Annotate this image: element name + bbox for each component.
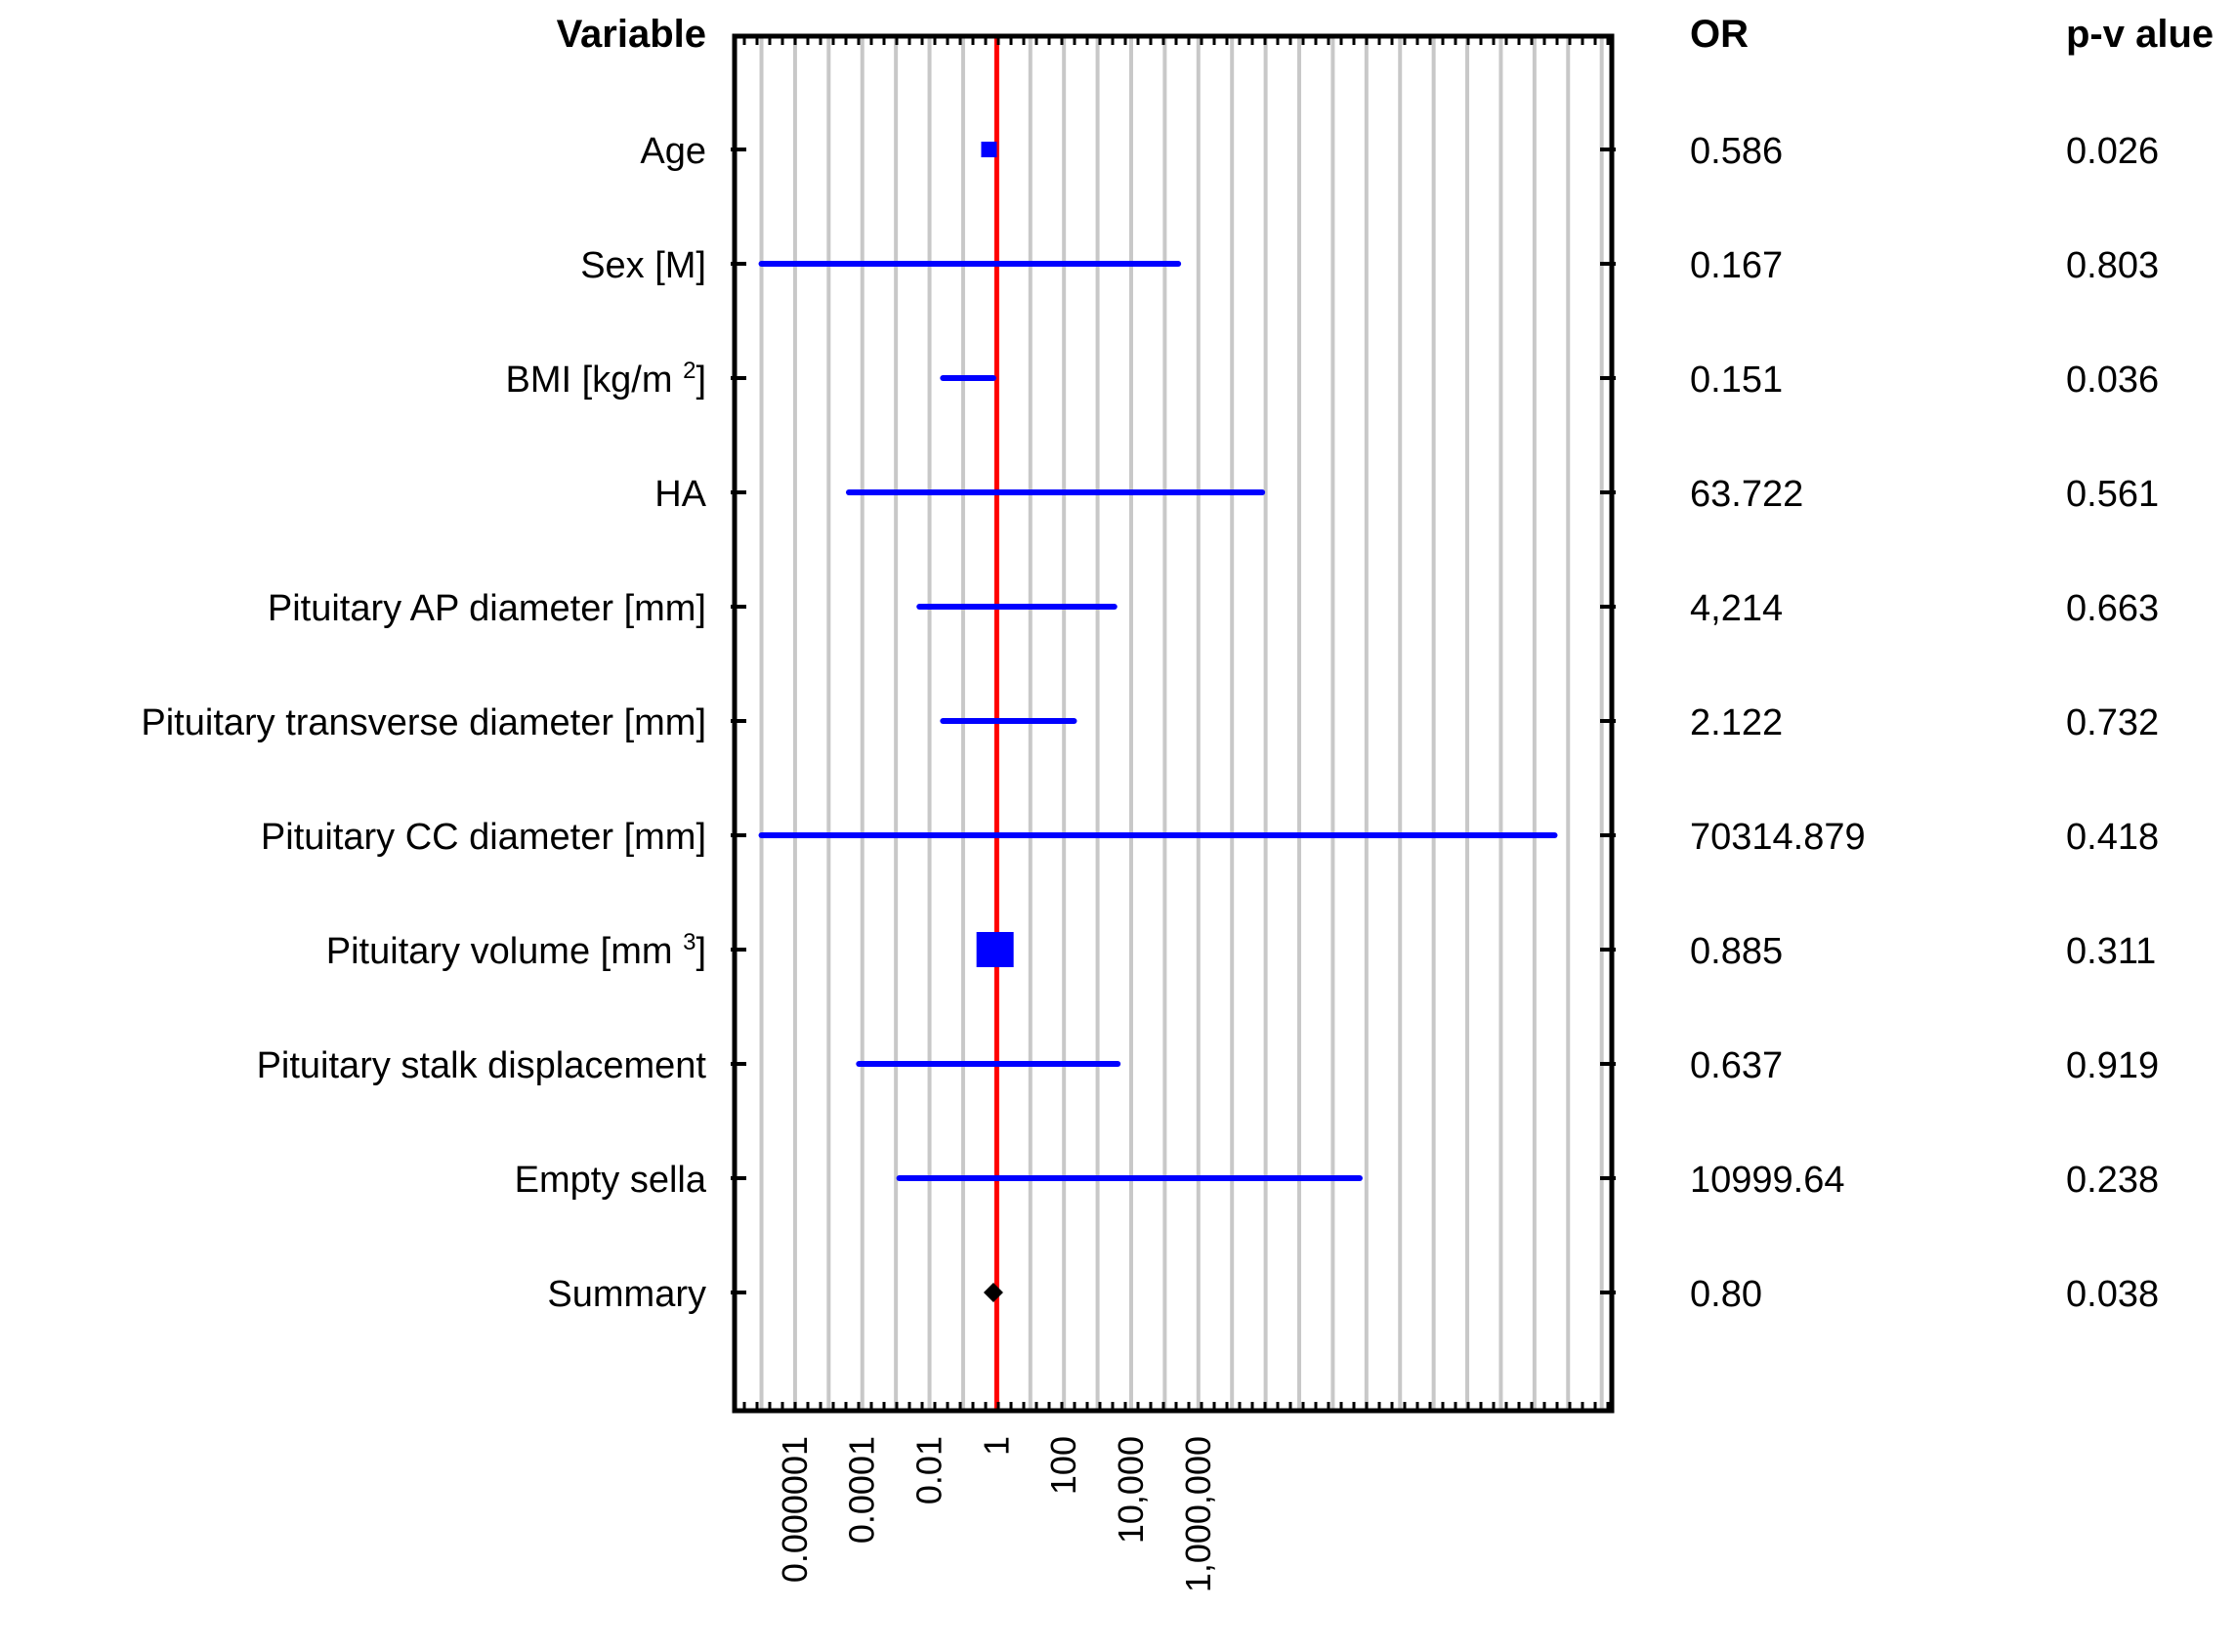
row-label-text: Pituitary transverse diameter [mm] <box>141 702 706 743</box>
p-value: 0.038 <box>2066 1274 2159 1315</box>
or-value: 4,214 <box>1690 588 1783 629</box>
p-value: 0.418 <box>2066 817 2159 858</box>
row-label-text: Summary <box>547 1274 706 1315</box>
point-estimate-square <box>981 142 997 157</box>
or-value: 63.722 <box>1690 474 1803 515</box>
x-tick-label: 0.0001 <box>842 1436 882 1544</box>
p-value: 0.036 <box>2066 360 2159 401</box>
or-value: 70314.879 <box>1690 817 1866 858</box>
row-labels: Age Sex [M] BMI [kg/m 2] HA Pituitary AP dia… <box>141 131 706 1315</box>
x-tick-label: 1 <box>976 1436 1016 1456</box>
row-label: Pituitary transverse diameter [mm] <box>141 702 706 743</box>
row-label: Empty sella <box>515 1160 707 1201</box>
or-value: 2.122 <box>1690 702 1783 743</box>
row-label: HA <box>654 474 706 515</box>
or-value: 0.151 <box>1690 360 1783 401</box>
p-value: 0.561 <box>2066 474 2159 515</box>
x-tick-label: 0.000001 <box>775 1436 815 1583</box>
p-value: 0.803 <box>2066 245 2159 286</box>
row-label: Pituitary CC diameter [mm] <box>261 817 706 858</box>
summary-diamond <box>983 1283 1003 1302</box>
header-or: OR <box>1690 13 1749 56</box>
row-label-text: Pituitary volume [mm <box>326 931 683 972</box>
row-label: BMI [kg/m 2] <box>506 358 707 401</box>
row-label: Sex [M] <box>580 245 706 286</box>
or-values: 0.586 0.167 0.151 63.722 4,214 2.122 70314.879… <box>1690 131 1866 1315</box>
row-label-text: HA <box>654 474 706 515</box>
row-label-tail: ] <box>696 931 706 972</box>
plot-frame <box>731 33 1616 1414</box>
p-value: 0.311 <box>2066 931 2156 972</box>
row-label-text: Sex [M] <box>580 245 706 286</box>
p-value: 0.732 <box>2066 702 2159 743</box>
or-value: 0.80 <box>1690 1274 1762 1315</box>
x-tick-label: 100 <box>1043 1436 1083 1495</box>
row-label-text: Pituitary stalk displacement <box>257 1045 707 1086</box>
row-label-tail: ] <box>696 360 706 401</box>
p-value: 0.238 <box>2066 1160 2159 1201</box>
row-label: Summary <box>547 1274 706 1315</box>
x-axis-tick-labels: 0.000001 0.0001 0.01 1 100 10,000 1,000,000 <box>775 1436 1218 1592</box>
row-label-text: Age <box>640 131 706 172</box>
or-value: 10999.64 <box>1690 1160 1845 1201</box>
row-label-text: BMI [kg/m <box>506 360 684 401</box>
point-estimates <box>976 142 1014 1302</box>
point-estimate-square <box>976 932 1014 967</box>
x-tick-label: 1,000,000 <box>1178 1436 1218 1592</box>
or-value: 0.586 <box>1690 131 1783 172</box>
p-value: 0.663 <box>2066 588 2159 629</box>
gridlines <box>759 36 1604 1411</box>
confidence-intervals <box>758 261 1558 1181</box>
plot-border <box>732 33 1615 1414</box>
row-label: Pituitary AP diameter [mm] <box>268 588 706 629</box>
row-label-superscript: 2 <box>683 358 696 384</box>
or-value: 0.167 <box>1690 245 1783 286</box>
p-value: 0.919 <box>2066 1045 2159 1086</box>
header-pvalue: p-v alue <box>2066 13 2214 56</box>
row-label: Pituitary volume [mm 3] <box>326 929 706 972</box>
row-label-superscript: 3 <box>683 929 696 955</box>
p-value: 0.026 <box>2066 131 2159 172</box>
or-value: 0.885 <box>1690 931 1783 972</box>
x-tick-label: 10,000 <box>1111 1436 1151 1544</box>
or-value: 0.637 <box>1690 1045 1783 1086</box>
row-label: Pituitary stalk displacement <box>257 1045 707 1086</box>
row-label-text: Pituitary CC diameter [mm] <box>261 817 706 858</box>
header-variable: Variable <box>557 13 706 56</box>
row-label: Age <box>640 131 706 172</box>
row-label-text: Pituitary AP diameter [mm] <box>268 588 706 629</box>
x-tick-label: 0.01 <box>909 1436 949 1504</box>
p-values: 0.026 0.803 0.036 0.561 0.663 0.732 0.418 0.311… <box>2066 131 2159 1315</box>
row-label-text: Empty sella <box>515 1160 707 1201</box>
